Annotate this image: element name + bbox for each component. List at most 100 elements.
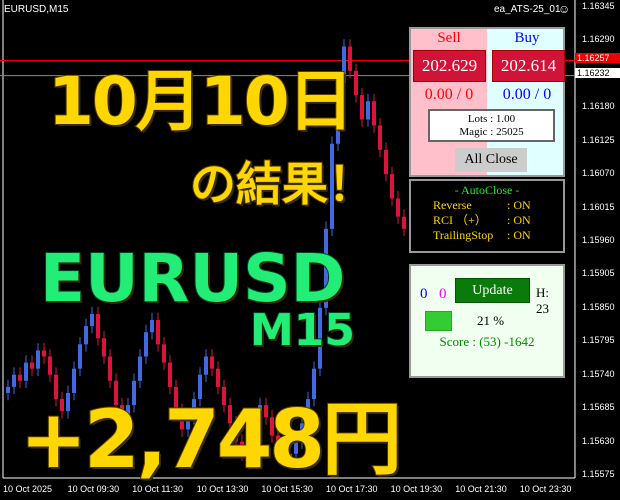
- candle-body: [90, 313, 94, 327]
- candle-body: [180, 411, 184, 430]
- candle-body: [198, 374, 202, 400]
- candle-body: [270, 417, 274, 436]
- autoclose-title: - AutoClose -: [454, 183, 520, 197]
- all-close-button[interactable]: All Close: [455, 148, 527, 172]
- buy-positions: 0.00 / 0: [502, 86, 552, 103]
- magic-value: Magic : 25025: [459, 126, 524, 138]
- candle-body: [12, 374, 16, 387]
- autoclose-row: Reverse : ON: [411, 198, 563, 213]
- price-tick: 1.15960: [582, 235, 615, 245]
- progress-indicator: [425, 311, 452, 331]
- candle-body: [246, 441, 250, 454]
- candle-body: [390, 174, 394, 199]
- candle-body: [264, 405, 268, 418]
- price-tick: 1.16125: [582, 134, 615, 145]
- candle-body: [144, 332, 148, 357]
- price-tick: 1.15740: [582, 368, 615, 379]
- candle-body: [24, 362, 28, 381]
- candle-body: [102, 338, 106, 357]
- autoclose-panel: - AutoClose - Reverse: ON RCI （+）: ON Trai…: [409, 179, 565, 253]
- candle-body: [276, 435, 280, 448]
- candle-body: [342, 46, 346, 83]
- candle-body: [192, 399, 196, 418]
- time-tick: 10 Oct 15:30: [261, 484, 313, 494]
- time-tick: 10 Oct 21:30: [455, 484, 507, 494]
- smiley-icon: ☺: [558, 2, 571, 16]
- price-tick: 1.16290: [582, 34, 615, 45]
- sell-label: Sell: [437, 30, 461, 46]
- candle-body: [18, 374, 22, 381]
- candle-body: [258, 405, 262, 424]
- price-tick: 1.15685: [582, 402, 615, 413]
- candle-body: [78, 344, 82, 369]
- candle-body: [216, 368, 220, 387]
- autoclose-key: Reverse: [433, 198, 472, 212]
- price-tick: 1.15795: [582, 335, 615, 346]
- candle-body: [138, 356, 142, 381]
- count-blue: 0: [420, 286, 428, 302]
- candle-body: [210, 356, 214, 369]
- count-pink: 0: [439, 286, 447, 302]
- candle-body: [300, 423, 304, 442]
- lots-magic-box: Lots : 1.00 Magic : 25025: [428, 109, 555, 142]
- candle-body: [372, 101, 376, 126]
- bid-price-badge: 1.16232: [575, 68, 620, 78]
- candle-body: [54, 374, 58, 400]
- candle-body: [228, 405, 232, 424]
- time-tick: 10 Oct 11:30: [132, 484, 184, 494]
- candle-body: [162, 344, 166, 363]
- autoclose-value: : ON: [507, 228, 531, 242]
- candle-body: [348, 46, 352, 71]
- sell-button[interactable]: 202.629: [413, 50, 486, 82]
- price-tick: 1.15575: [582, 469, 615, 480]
- candle-body: [150, 320, 154, 333]
- candle-body: [42, 350, 46, 357]
- candle-body: [84, 326, 88, 345]
- candle-body: [204, 356, 208, 375]
- candle-body: [384, 149, 388, 175]
- candle-body: [108, 356, 112, 381]
- candle-body: [30, 362, 34, 369]
- time-tick: 10 Oct 09:30: [67, 484, 120, 494]
- candle-body: [168, 362, 172, 387]
- candle-body: [126, 405, 130, 424]
- price-tick: 1.15630: [582, 435, 615, 446]
- time-tick: 10 Oct 17:30: [326, 484, 378, 494]
- price-tick: 1.16070: [582, 168, 615, 179]
- time-tick: 10 Oct 13:30: [196, 484, 249, 494]
- candle-body: [354, 70, 358, 96]
- candle-body: [48, 356, 52, 375]
- sell-positions: 0.00 / 0: [424, 86, 474, 103]
- lots-value: Lots : 1.00: [467, 113, 516, 125]
- trade-panel: Sell Buy 202.629 202.614 0.00 / 0 0.00 /…: [409, 27, 565, 177]
- candle-body: [174, 386, 178, 412]
- candle-body: [330, 143, 334, 229]
- autoclose-key: RCI （+）: [433, 213, 487, 227]
- candle-body: [36, 350, 40, 369]
- candle-body: [318, 307, 322, 369]
- candle-body: [186, 417, 190, 430]
- candle-body: [234, 423, 238, 442]
- candle-body: [72, 368, 76, 393]
- autoclose-row: RCI （+）: ON: [411, 213, 563, 228]
- hour-label: H: 23: [536, 285, 549, 316]
- price-tick: 1.15905: [582, 268, 615, 279]
- candle-body: [312, 368, 316, 400]
- stats-panel: 0 0 Update H: 23 21 % Score : (53) -1642: [409, 264, 565, 378]
- candle-body: [60, 399, 64, 412]
- candle-body: [360, 95, 364, 120]
- candle-body: [282, 447, 286, 460]
- autoclose-value: : ON: [507, 198, 531, 212]
- chart-symbol: EURUSD,M15: [4, 4, 69, 15]
- candle-body: [6, 386, 10, 393]
- time-tick: 10 Oct 19:30: [390, 484, 443, 494]
- time-tick: 10 Oct 2025: [3, 484, 53, 494]
- price-tick: 1.16345: [582, 1, 615, 11]
- candle-body: [222, 386, 226, 406]
- buy-button[interactable]: 202.614: [492, 50, 565, 82]
- candle-body: [120, 405, 124, 424]
- candle-body: [288, 453, 292, 460]
- candle-body: [66, 392, 70, 412]
- update-button[interactable]: Update: [455, 278, 530, 303]
- candle-body: [156, 320, 160, 345]
